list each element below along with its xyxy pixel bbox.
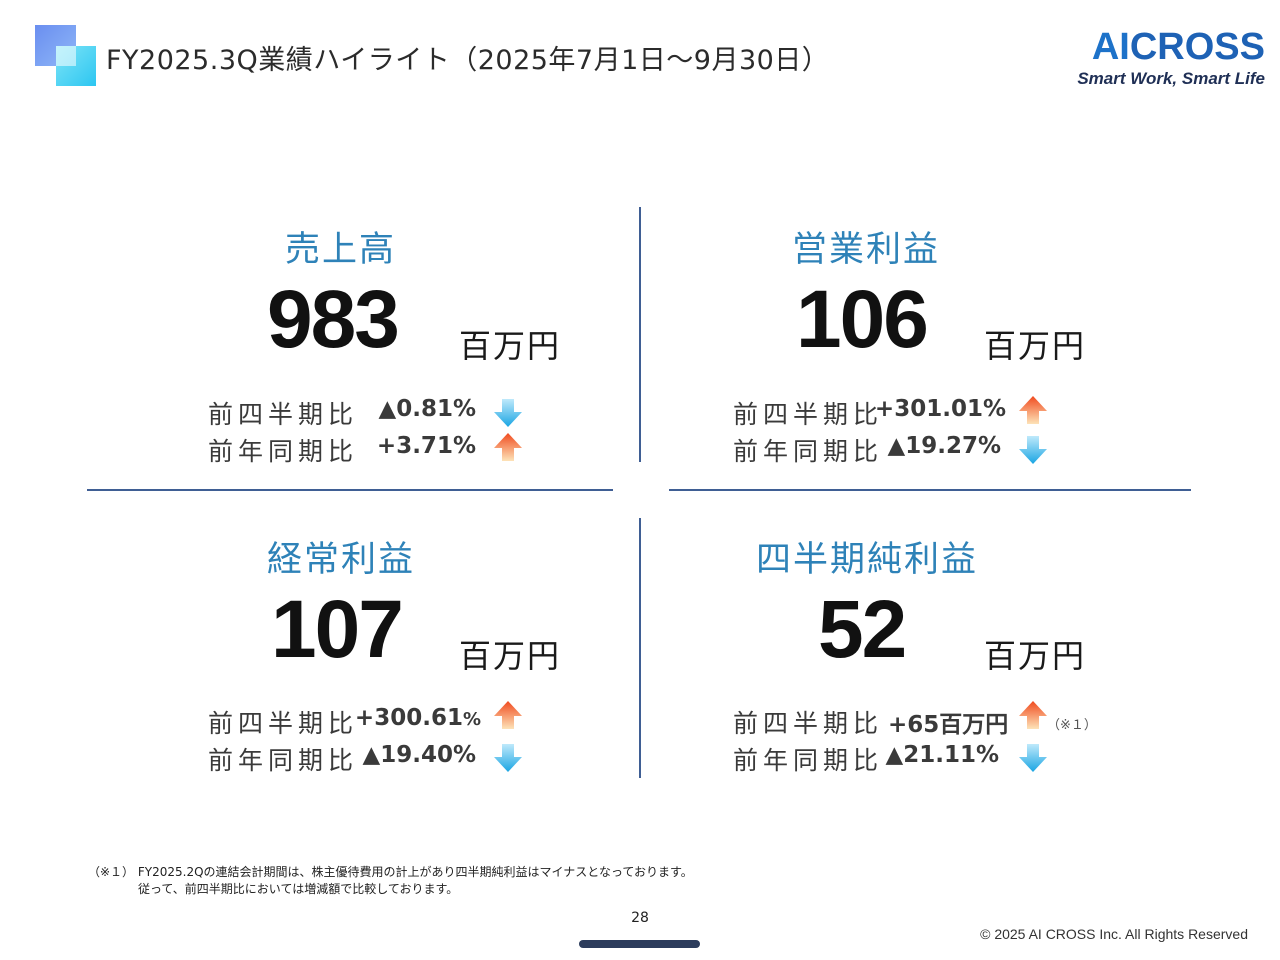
comparison-value-suffix: % — [462, 709, 481, 730]
comparison-value: +65百万円 — [888, 712, 1009, 738]
arrow-up-icon — [494, 433, 522, 461]
comparison-row-yoy: 前年同期比 +3.71% — [208, 432, 528, 466]
arrow-down-icon — [494, 744, 522, 772]
comparison-value: ▲21.11% — [885, 742, 999, 768]
footnote-reference: （※１） — [1047, 718, 1097, 733]
comparison-value: +3.71% — [376, 433, 476, 459]
comparison-row-qoq: 前四半期比 ▲0.81% — [208, 395, 528, 429]
brand-ai: AI — [1091, 26, 1130, 68]
page-title: FY2025.3Q業績ハイライト（2025年7月1日～9月30日） — [106, 45, 830, 76]
comparison-label: 前四半期比 — [733, 709, 884, 738]
comparison-row-qoq: 前四半期比 +65百万円 （※１） — [733, 701, 1113, 738]
comparison-label: 前年同期比 — [208, 746, 359, 775]
arrow-up-icon — [1019, 396, 1047, 424]
comparison-value: +300.61% — [355, 705, 481, 731]
panel-quarterly-net-income: 四半期純利益 52 百万円 前四半期比 +65百万円 （※１） 前年同期比 ▲2… — [730, 531, 1250, 801]
panel-title: 経常利益 — [267, 540, 416, 580]
panel-unit: 百万円 — [459, 637, 562, 675]
footnote: （※１） FY2025.2Qの連結会計期間は、株主優待費用の計上があり四半期純利… — [88, 864, 693, 898]
panel-title: 売上高 — [285, 230, 397, 270]
arrow-down-icon — [494, 399, 522, 427]
page-indicator-bar — [579, 940, 700, 948]
vertical-divider-bottom — [639, 518, 641, 778]
brand-logo: AICROSS Smart Work, Smart Life — [1055, 28, 1265, 89]
comparison-row-qoq: 前四半期比 +300.61% — [208, 701, 528, 738]
panel-sales: 売上高 983 百万円 前四半期比 ▲0.81% 前年同期比 +3.71% — [205, 221, 725, 491]
panel-unit: 百万円 — [459, 327, 562, 365]
brand-name: AICROSS — [1055, 28, 1265, 66]
comparison-label: 前年同期比 — [208, 437, 359, 466]
panel-value: 52 — [818, 584, 907, 675]
brand-tagline: Smart Work, Smart Life — [1077, 69, 1265, 88]
comparison-value-number: +300.61 — [354, 705, 463, 731]
arrow-up-icon — [1019, 701, 1047, 729]
footnote-line-1: （※１） FY2025.2Qの連結会計期間は、株主優待費用の計上があり四半期純利… — [88, 865, 693, 879]
logo-square-overlap — [56, 46, 76, 66]
page-number: 28 — [631, 910, 649, 926]
comparison-label: 前年同期比 — [733, 746, 884, 775]
horizontal-divider-left — [87, 489, 613, 491]
comparison-row-yoy: 前年同期比 ▲21.11% — [733, 741, 1053, 775]
comparison-value: ▲19.27% — [887, 433, 1001, 459]
arrow-up-icon — [494, 701, 522, 729]
copyright: © 2025 AI CROSS Inc. All Rights Reserved — [980, 926, 1248, 942]
comparison-row-yoy: 前年同期比 ▲19.27% — [733, 432, 1053, 466]
arrow-down-icon — [1019, 744, 1047, 772]
panel-value: 983 — [267, 274, 400, 365]
comparison-value: ▲0.81% — [378, 396, 476, 422]
panel-title: 営業利益 — [792, 230, 941, 270]
brand-cross: CROSS — [1129, 26, 1265, 68]
comparison-row-qoq: 前四半期比 +301.01% — [733, 395, 1053, 429]
comparison-label: 前四半期比 — [733, 400, 884, 429]
panel-unit: 百万円 — [984, 637, 1087, 675]
comparison-label: 前年同期比 — [733, 437, 884, 466]
arrow-down-icon — [1019, 436, 1047, 464]
comparison-value: ▲19.40% — [362, 742, 476, 768]
comparison-label: 前四半期比 — [208, 709, 359, 738]
comparison-label: 前四半期比 — [208, 400, 359, 429]
comparison-value: +301.01% — [874, 396, 1006, 422]
panel-title: 四半期純利益 — [756, 540, 979, 580]
vertical-divider-top — [639, 207, 641, 462]
panel-value: 107 — [271, 584, 404, 675]
horizontal-divider-right — [669, 489, 1191, 491]
comparison-row-yoy: 前年同期比 ▲19.40% — [208, 741, 528, 775]
panel-ordinary-profit: 経常利益 107 百万円 前四半期比 +300.61% 前年同期比 ▲19.40… — [205, 531, 725, 801]
footnote-line-2: 従って、前四半期比においては増減額で比較しております。 — [138, 882, 459, 896]
panel-unit: 百万円 — [984, 327, 1087, 365]
panel-value: 106 — [796, 274, 929, 365]
panel-operating-profit: 営業利益 106 百万円 前四半期比 +301.01% 前年同期比 ▲19.27… — [730, 221, 1250, 491]
